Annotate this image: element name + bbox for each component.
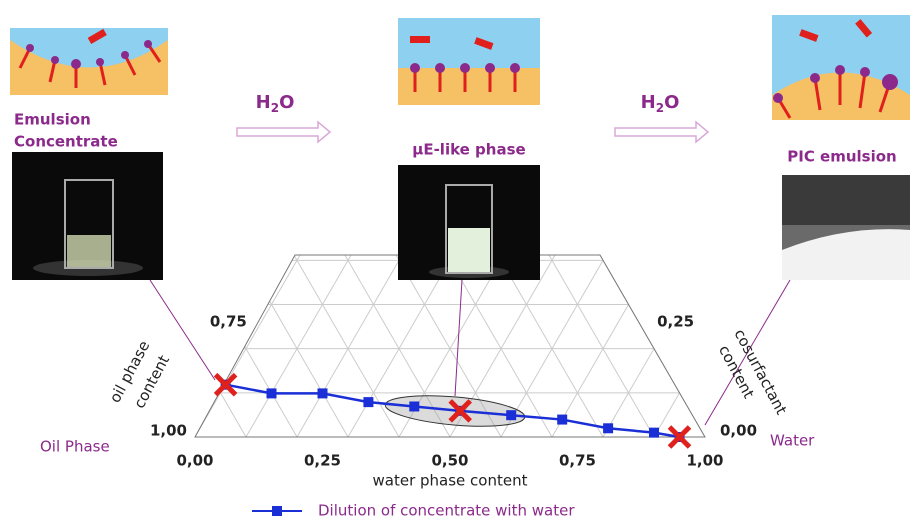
grid-line xyxy=(0,137,11,437)
data-point xyxy=(557,415,567,425)
y2-tick-label: 0,00 xyxy=(720,422,757,440)
data-point xyxy=(267,388,277,398)
corner-label: Water xyxy=(770,432,815,450)
y2-tick-label: 0,25 xyxy=(657,313,694,331)
arrows xyxy=(237,122,708,142)
illustration-pic-emulsion xyxy=(772,15,910,120)
grid-line xyxy=(552,137,725,437)
illustration-microemulsion xyxy=(398,18,540,105)
x-tick-label: 1,00 xyxy=(686,452,723,470)
stage-label: Concentrate xyxy=(14,133,118,151)
highlight-x xyxy=(216,375,236,395)
legend-swatch xyxy=(272,506,282,516)
photo xyxy=(12,152,163,280)
x-tick-label: 0,75 xyxy=(559,452,596,470)
y-tick-label: 0,75 xyxy=(210,313,247,331)
grid-line xyxy=(583,137,756,437)
y-tick-label: 1,00 xyxy=(150,422,187,440)
x-tick-label: 0,00 xyxy=(176,452,213,470)
data-point xyxy=(363,397,373,407)
data-point xyxy=(318,388,328,398)
photo xyxy=(782,175,910,280)
legend-label: Dilution of concentrate with water xyxy=(318,502,575,520)
grid-line xyxy=(909,137,918,437)
data-point xyxy=(409,401,419,411)
arrow-label: H2O xyxy=(256,92,295,115)
x-axis-title: water phase content xyxy=(373,472,528,490)
stage-label: Emulsion xyxy=(14,111,91,129)
data-point xyxy=(506,410,516,420)
chart: H2O H2O Emulsion Concentrate µE-like pha… xyxy=(0,0,918,522)
data-point xyxy=(603,423,613,433)
arrow-label: H2O xyxy=(641,92,680,115)
data-point xyxy=(649,428,659,438)
x-tick-label: 0,50 xyxy=(431,452,468,470)
stage-label: PIC emulsion xyxy=(787,148,896,166)
corner-label: Oil Phase xyxy=(40,438,110,456)
grid-line xyxy=(226,137,399,437)
stage-label: µE-like phase xyxy=(412,141,525,159)
x-tick-label: 0,25 xyxy=(304,452,341,470)
photo xyxy=(398,165,540,280)
illustration-concentrate xyxy=(10,28,168,95)
